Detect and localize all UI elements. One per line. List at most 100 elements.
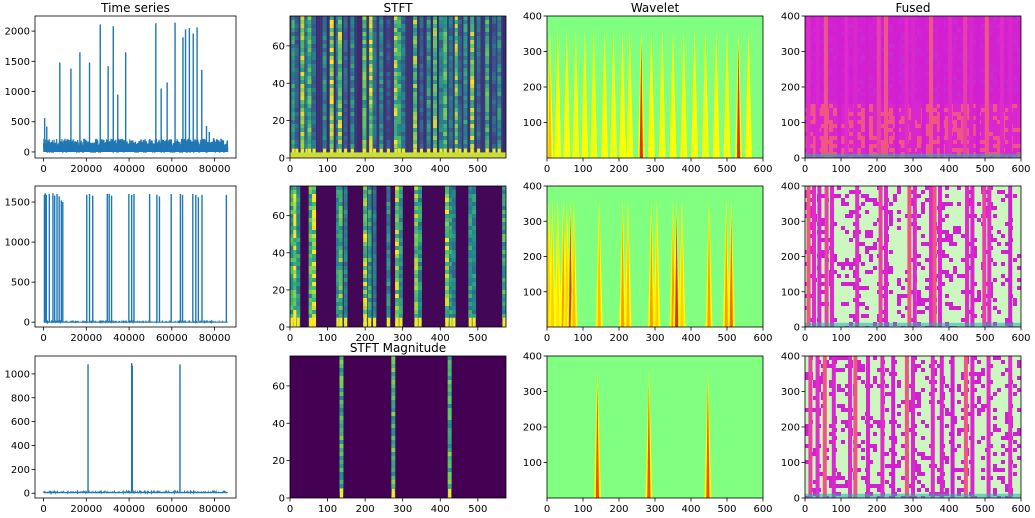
fused-cell xyxy=(1017,444,1021,448)
fused-stripe-8 xyxy=(884,16,888,158)
fused-stripe-0 xyxy=(806,16,811,158)
fused-cell xyxy=(933,92,937,96)
fused-cell xyxy=(857,32,861,36)
fused-cell xyxy=(993,88,997,92)
fused-cell xyxy=(841,440,845,444)
fused-stripe-17 xyxy=(1008,356,1013,498)
stft-stripe-33 xyxy=(491,16,496,158)
fused-cell xyxy=(897,96,901,100)
texture-column xyxy=(320,16,322,158)
fused-cell xyxy=(1013,136,1017,140)
fused-cell xyxy=(897,404,901,408)
fused-cell xyxy=(997,20,1001,24)
fused-cell xyxy=(881,16,885,20)
fused-cell xyxy=(897,20,901,24)
fused-cell xyxy=(989,92,993,96)
fused-cell xyxy=(957,388,961,392)
fused-cell xyxy=(889,92,893,96)
x-tick-label: 0 xyxy=(40,333,46,344)
fused-cell xyxy=(1013,92,1017,96)
fused-cell xyxy=(917,310,921,314)
fused-cell xyxy=(961,80,965,84)
fused-cell xyxy=(945,32,949,36)
fused-cell xyxy=(993,36,997,40)
stft-stripe-0 xyxy=(339,356,344,498)
fused-cell xyxy=(829,120,833,124)
fused-cell xyxy=(985,214,989,218)
stft-stripe-14 xyxy=(414,186,419,327)
fused-cell xyxy=(1021,76,1025,80)
fused-cell xyxy=(857,88,861,92)
fused-cell xyxy=(841,72,845,76)
fused-cell xyxy=(861,440,865,444)
fused-cell xyxy=(897,210,901,214)
fused-cell xyxy=(845,420,849,424)
fused-cell xyxy=(889,20,893,24)
fused-cell xyxy=(953,96,957,100)
fused-cell xyxy=(841,48,845,52)
texture-column xyxy=(425,16,427,158)
fused-cell xyxy=(961,48,965,52)
fused-cell xyxy=(829,48,833,52)
fused-cell xyxy=(873,120,877,124)
fused-cell xyxy=(877,420,881,424)
x-tick-label: 300 xyxy=(393,164,412,175)
fused-cell xyxy=(921,388,925,392)
fused-cell xyxy=(961,16,965,20)
fused-cell xyxy=(837,186,841,190)
fused-cell xyxy=(841,92,845,96)
fused-cell xyxy=(881,108,885,112)
fused-cell xyxy=(849,136,853,140)
x-tick-label: 100 xyxy=(831,164,850,175)
fused-cell xyxy=(841,124,845,128)
fused-cell xyxy=(937,24,941,28)
fused-cell xyxy=(1017,104,1021,108)
fused-cell xyxy=(973,32,977,36)
fused-cell xyxy=(837,274,841,278)
fused-cell xyxy=(973,250,977,254)
fused-cell xyxy=(869,112,873,116)
y-tick-label: 40 xyxy=(272,419,285,430)
fused-cell xyxy=(1005,28,1009,32)
fused-cell xyxy=(809,96,813,100)
fused-cell xyxy=(805,372,809,376)
fused-cell xyxy=(921,202,925,206)
fused-cell xyxy=(869,60,873,64)
fused-cell xyxy=(833,80,837,84)
fused-cell xyxy=(993,124,997,128)
fused-cell xyxy=(981,120,985,124)
fused-cell xyxy=(861,32,865,36)
fused-cell xyxy=(1013,140,1017,144)
fused-cell xyxy=(949,306,953,310)
fused-cell xyxy=(1021,56,1025,60)
fused-cell xyxy=(861,28,865,32)
fused-cell xyxy=(993,56,997,60)
fused-cell xyxy=(861,124,865,128)
fused-cell xyxy=(809,92,813,96)
fused-cell xyxy=(1005,448,1009,452)
fused-cell xyxy=(809,72,813,76)
fused-cell xyxy=(881,56,885,60)
fused-cell xyxy=(837,368,841,372)
fused-cell xyxy=(921,242,925,246)
fused-cell xyxy=(1021,116,1025,120)
fused-cell xyxy=(925,48,929,52)
fused-cell xyxy=(933,140,937,144)
fused-cell xyxy=(989,72,993,76)
fused-cell xyxy=(981,456,985,460)
fused-cell xyxy=(957,72,961,76)
fused-cell xyxy=(809,198,813,202)
fused-cell xyxy=(861,262,865,266)
fused-cell xyxy=(889,420,893,424)
fused-cell xyxy=(849,56,853,60)
fused-cell xyxy=(821,84,825,88)
texture-column xyxy=(437,16,439,158)
fused-cell xyxy=(953,132,957,136)
fused-cell xyxy=(813,120,817,124)
fused-cell xyxy=(841,56,845,60)
fused-cell xyxy=(989,364,993,368)
fused-cell xyxy=(957,56,961,60)
fused-cell xyxy=(937,96,941,100)
fused-cell xyxy=(861,416,865,420)
fused-cell xyxy=(957,444,961,448)
